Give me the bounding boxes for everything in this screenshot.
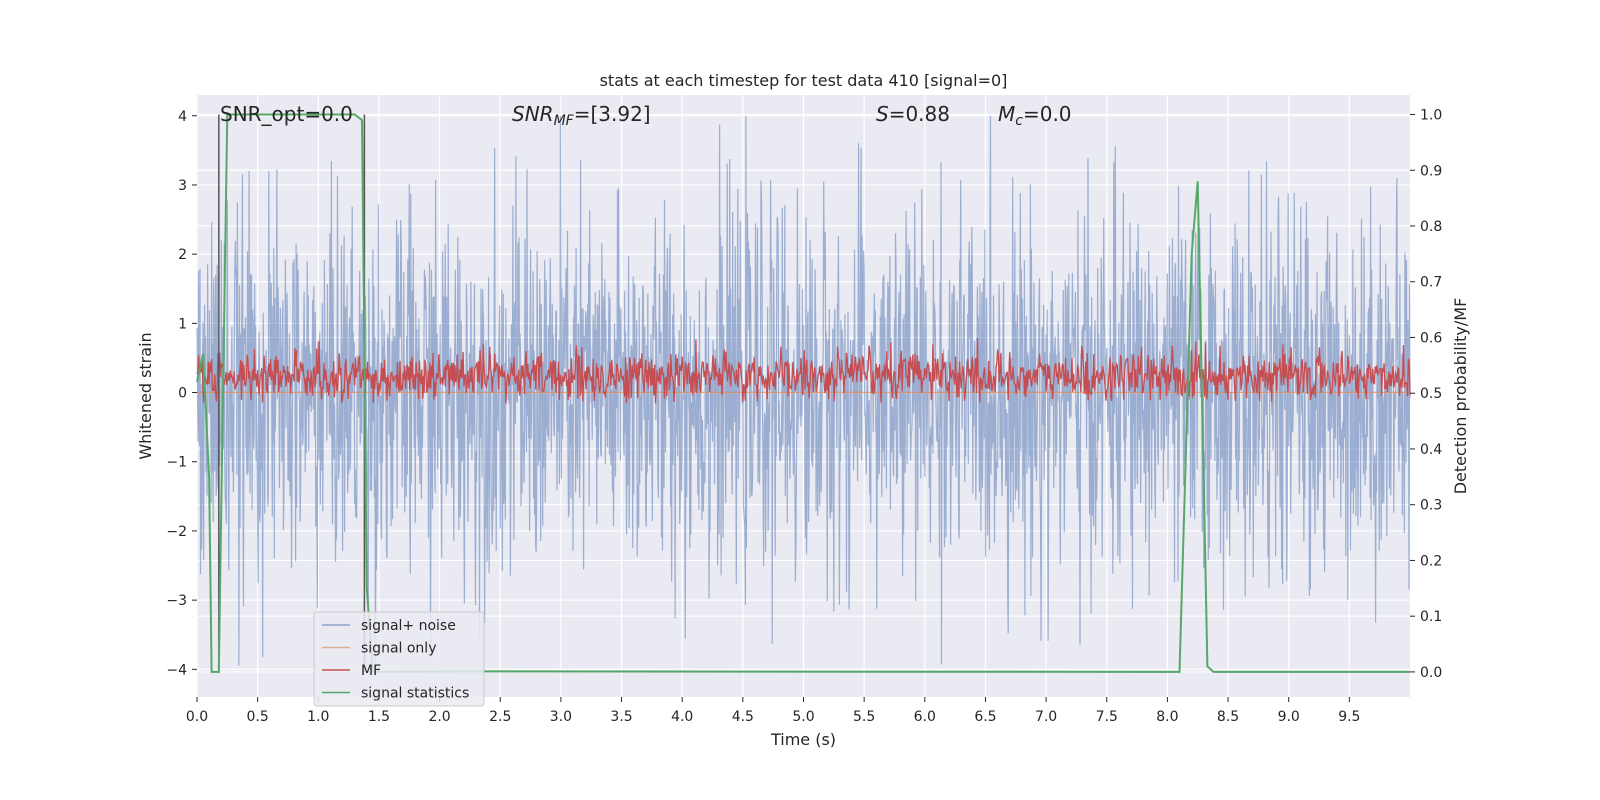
y-tick-label-6: −2 (166, 524, 187, 540)
y-tick-label-0: 4 (178, 109, 187, 125)
y2-axis-label: Detection probability/MF (1451, 298, 1470, 495)
y-axis-label: Whitened strain (136, 332, 155, 459)
x-tick-label-6: 3.0 (550, 709, 572, 725)
y2-tick-label-2: 0.8 (1420, 219, 1442, 235)
x-tick-label-8: 4.0 (671, 709, 693, 725)
snr-opt-annotation: SNR_opt=0.0 (220, 102, 353, 126)
mc-variable: M (998, 102, 1015, 126)
series-mf (196, 337, 1411, 404)
legend-label-2: MF (361, 663, 381, 679)
x-tick-label-7: 3.5 (610, 709, 632, 725)
y2-tick-label-8: 0.2 (1420, 553, 1442, 569)
snr-mf-prefix: SNR (512, 102, 554, 126)
mc-value: =0.0 (1023, 102, 1072, 126)
legend-label-3: signal statistics (361, 686, 469, 702)
x-tick-label-10: 5.0 (792, 709, 814, 725)
y2-tick-label-0: 1.0 (1420, 108, 1442, 124)
y-tick-label-3: 1 (178, 316, 187, 332)
x-tick-label-3: 1.5 (368, 709, 390, 725)
mc-annotation: Mc=0.0 (998, 102, 1072, 129)
legend-box (313, 611, 485, 707)
x-tick-label-4: 2.0 (428, 709, 450, 725)
s-variable: S (876, 102, 889, 126)
y2-tick-label-1: 0.9 (1420, 163, 1442, 179)
y2-tick-label-3: 0.7 (1420, 275, 1442, 291)
y2-tick-label-4: 0.6 (1420, 330, 1442, 346)
snr-mf-subscript: MF (554, 113, 575, 129)
y2-tick-label-5: 0.5 (1420, 386, 1442, 402)
y2-tick-label-9: 0.1 (1420, 609, 1442, 625)
s-value: =0.88 (889, 102, 950, 126)
x-axis-label: Time (s) (770, 730, 836, 749)
y-tick-label-8: −4 (166, 662, 187, 678)
snr-mf-annotation: SNRMF=[3.92] (512, 102, 651, 129)
legend: signal+ noise signal only MF signal statist… (313, 611, 485, 707)
x-tick-label-16: 8.0 (1156, 709, 1178, 725)
x-tick-label-18: 9.0 (1278, 709, 1300, 725)
ticks: 0.0 0.5 1.0 1.5 2.0 2.5 3.0 3.5 4.0 4.5 5.0 5.5 6.0 6… (166, 108, 1442, 725)
x-tick-label-2: 1.0 (307, 709, 329, 725)
x-tick-label-13: 6.5 (974, 709, 996, 725)
y-tick-label-2: 2 (178, 247, 187, 263)
series-signal-statistics (196, 113, 1410, 673)
y-tick-label-1: 3 (178, 178, 187, 194)
s-annotation: S=0.88 (876, 102, 950, 126)
x-tick-label-9: 4.5 (732, 709, 754, 725)
snr-mf-value: =[3.92] (574, 102, 651, 126)
legend-label-1: signal only (361, 641, 436, 657)
y2-tick-label-7: 0.3 (1420, 498, 1442, 514)
y2-tick-label-10: 0.0 (1420, 665, 1442, 681)
x-tick-label-15: 7.5 (1096, 709, 1118, 725)
mc-subscript: c (1015, 113, 1023, 129)
series-signal-noise (196, 115, 1411, 670)
x-tick-label-17: 8.5 (1217, 709, 1239, 725)
x-tick-label-12: 6.0 (914, 709, 936, 725)
y-tick-label-4: 0 (178, 386, 187, 402)
x-tick-label-19: 9.5 (1338, 709, 1360, 725)
x-tick-label-14: 7.0 (1035, 709, 1057, 725)
x-tick-label-11: 5.5 (853, 709, 875, 725)
x-tick-label-0: 0.0 (186, 709, 208, 725)
series-layer (196, 113, 1411, 673)
y-tick-label-7: −3 (166, 593, 187, 609)
y-tick-label-5: −1 (166, 455, 187, 471)
x-tick-label-1: 0.5 (247, 709, 269, 725)
y2-tick-label-6: 0.4 (1420, 442, 1442, 458)
chart-title: stats at each timestep for test data 410… (600, 71, 1008, 90)
legend-label-0: signal+ noise (361, 618, 456, 634)
x-tick-label-5: 2.5 (489, 709, 511, 725)
